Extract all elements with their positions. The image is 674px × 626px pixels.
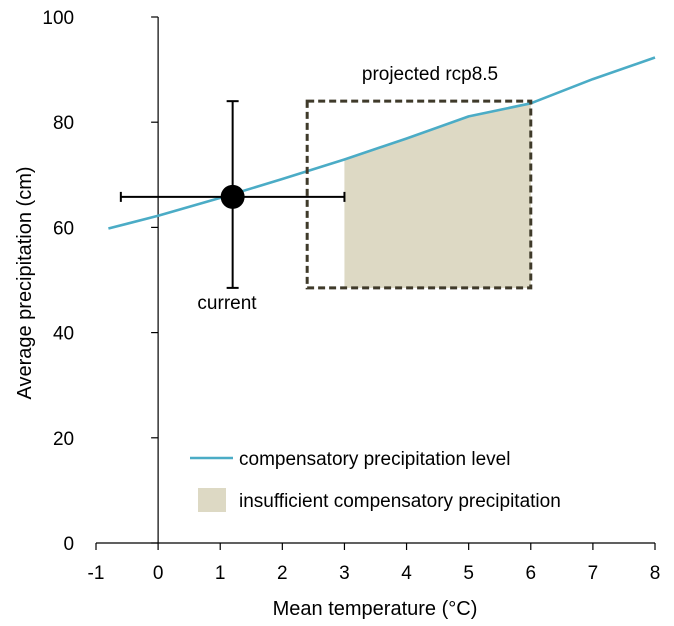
projected-rcp85-box — [305, 99, 533, 290]
y-tick-label: 0 — [64, 534, 75, 555]
x-tick-label: 8 — [650, 563, 661, 584]
x-tick-label: 4 — [401, 563, 412, 584]
legend-label-compensatory: compensatory precipitation level — [239, 449, 510, 470]
x-tick-label: 5 — [463, 563, 474, 584]
y-tick-label: 80 — [53, 113, 74, 134]
y-tick-label: 100 — [42, 8, 74, 29]
y-tick-label: 40 — [53, 324, 74, 345]
legend-label-insufficient: insufficient compensatory precipitation — [239, 491, 561, 512]
compensatory-curve — [108, 56, 656, 230]
x-tick-label: 0 — [153, 563, 164, 584]
insufficient-precipitation-area — [344, 103, 531, 288]
x-tick-label: 3 — [339, 563, 350, 584]
x-axis-title: Mean temperature (°C) — [273, 598, 478, 620]
projected-box-label: projected rcp8.5 — [362, 64, 498, 85]
current-point-label: current — [197, 293, 257, 314]
current-point-marker — [220, 184, 245, 209]
y-tick-label: 60 — [53, 218, 74, 239]
x-tick-label: 1 — [215, 563, 226, 584]
x-tick-label: 2 — [277, 563, 288, 584]
legend-area-swatch — [198, 488, 226, 512]
x-tick-label: 7 — [588, 563, 599, 584]
x-tick-label: -1 — [88, 563, 105, 584]
y-tick-label: 20 — [53, 429, 74, 450]
y-axis-title: Average precipitation (cm) — [14, 166, 36, 399]
x-tick-label: 6 — [525, 563, 536, 584]
legend: compensatory precipitation level insuffi… — [190, 449, 561, 512]
